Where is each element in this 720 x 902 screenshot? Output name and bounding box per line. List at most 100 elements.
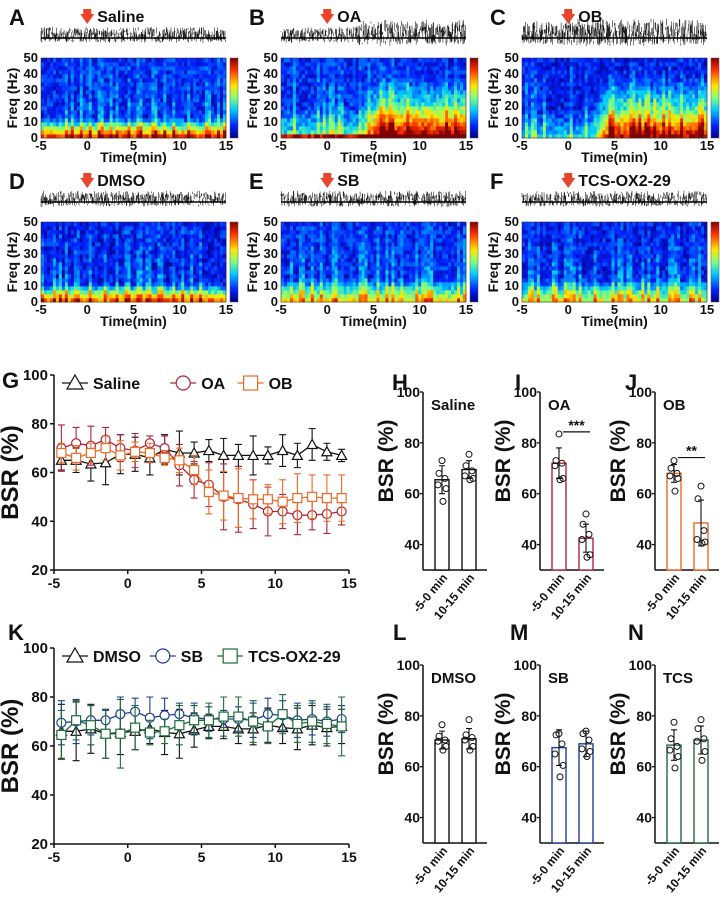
heatmap-cell <box>310 106 315 111</box>
heatmap-cell <box>46 78 51 83</box>
heatmap-cell <box>415 106 419 111</box>
heatmap-cell <box>542 78 547 83</box>
heatmap-cell <box>674 66 678 71</box>
heatmap-cell <box>160 242 164 247</box>
heatmap-cell <box>289 98 294 103</box>
heatmap-cell <box>67 246 72 251</box>
heatmap-cell <box>445 66 449 71</box>
heatmap-cell <box>409 122 413 127</box>
heatmap-cell <box>572 102 577 107</box>
heatmap-cell <box>67 234 72 239</box>
heatmap-cell <box>67 258 72 263</box>
heatmap-cell <box>193 58 197 63</box>
heatmap-cell <box>340 118 345 123</box>
heatmap-cell <box>139 122 143 127</box>
heatmap-cell <box>118 78 122 83</box>
heatmap-cell <box>148 286 152 291</box>
heatmap-cell <box>337 98 342 103</box>
heatmap-cell <box>692 106 696 111</box>
heatmap-cell <box>346 70 351 75</box>
heatmap-cell <box>301 134 306 139</box>
heatmap-cell <box>355 98 359 103</box>
heatmap-cell <box>94 274 99 279</box>
heatmap-cell <box>70 102 75 107</box>
heatmap-cell <box>187 262 191 267</box>
heatmap-cell <box>295 114 300 119</box>
heatmap-cell <box>199 266 203 271</box>
heatmap-cell <box>166 254 170 259</box>
heatmap-cell <box>223 94 227 99</box>
heatmap-cell <box>421 66 425 71</box>
heatmap-cell <box>175 134 179 139</box>
heatmap-cell <box>217 78 221 83</box>
heatmap-cell <box>97 278 102 283</box>
heatmap-cell <box>370 82 374 87</box>
heatmap-cell <box>569 90 574 95</box>
heatmap-cell <box>307 126 312 131</box>
heatmap-cell <box>692 122 696 127</box>
heatmap-cell <box>572 118 577 123</box>
heatmap-cell <box>94 290 99 295</box>
heatmap-cell <box>650 66 654 71</box>
heatmap-cell <box>647 122 651 127</box>
heatmap-cell <box>118 74 122 79</box>
heatmap-cell <box>76 274 81 279</box>
heatmap-cell <box>626 106 630 111</box>
heatmap-cell <box>581 62 586 67</box>
heatmap-cell <box>76 130 81 135</box>
heatmap-cell <box>421 58 425 63</box>
heatmap-cell <box>49 62 54 67</box>
heatmap-cell <box>184 82 188 87</box>
heatmap-cell <box>76 90 81 95</box>
heatmap-cell <box>557 102 562 107</box>
heatmap-cell <box>175 130 179 135</box>
heatmap-cell <box>169 258 173 263</box>
heatmap-cell <box>412 62 416 67</box>
heatmap-cell <box>632 62 636 67</box>
heatmap-cell <box>94 294 99 299</box>
heatmap-cell <box>566 98 571 103</box>
heatmap-cell <box>79 246 84 251</box>
heatmap-cell <box>343 134 348 139</box>
heatmap-cell <box>151 122 155 127</box>
heatmap-cell <box>325 74 330 79</box>
heatmap-cell <box>593 66 597 71</box>
heatmap-cell <box>313 110 318 115</box>
heatmap-cell <box>638 102 642 107</box>
heatmap-cell <box>100 290 105 295</box>
heatmap-cell <box>91 246 96 251</box>
heatmap-cell <box>623 86 627 91</box>
heatmap-cell <box>142 118 146 123</box>
heatmap-cell <box>85 106 90 111</box>
heatmap-cell <box>85 70 90 75</box>
heatmap-cell <box>382 106 386 111</box>
heatmap-cell <box>190 114 194 119</box>
heatmap-cell <box>187 58 191 63</box>
heatmap-cell <box>52 298 57 303</box>
heatmap-cell <box>157 86 161 91</box>
heatmap-cell <box>527 94 532 99</box>
heatmap-cell <box>154 258 158 263</box>
heatmap-cell <box>352 82 356 87</box>
heatmap-cell <box>193 130 197 135</box>
heatmap-cell <box>190 230 194 235</box>
heatmap-cell <box>436 94 440 99</box>
heatmap-cell <box>298 86 303 91</box>
heatmap-cell <box>64 254 69 259</box>
heatmap-cell <box>451 102 455 107</box>
heatmap-cell <box>295 126 300 131</box>
heatmap-cell <box>379 134 383 139</box>
heatmap-cell <box>379 86 383 91</box>
heatmap-cell <box>154 226 158 231</box>
heatmap-cell <box>430 66 434 71</box>
heatmap-cell <box>611 102 615 107</box>
heatmap-frame <box>280 57 467 139</box>
heatmap-cell <box>319 118 324 123</box>
heatmap-cell <box>325 82 330 87</box>
heatmap-cell <box>46 274 51 279</box>
heatmap-cell <box>668 82 672 87</box>
heatmap-cell <box>97 90 102 95</box>
heatmap-cell <box>166 250 170 255</box>
heatmap-cell <box>64 266 69 271</box>
heatmap-cell <box>205 102 209 107</box>
